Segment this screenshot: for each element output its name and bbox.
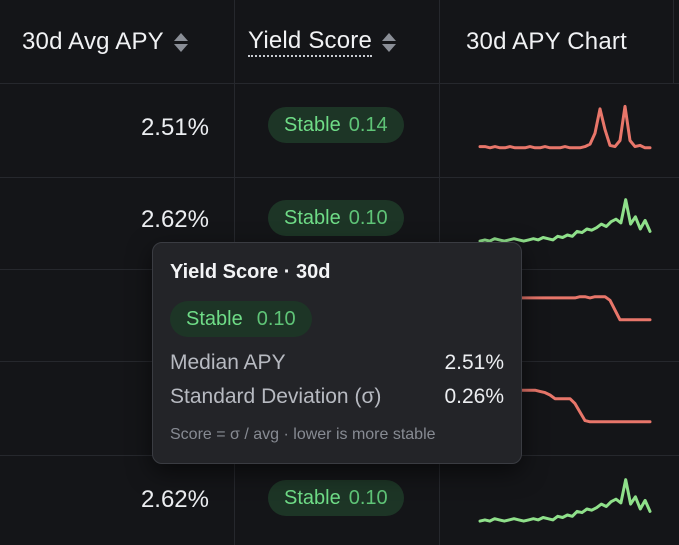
sparkline-path [478,478,652,523]
column-header-yield-score[interactable]: Yield Score [248,0,397,84]
avg-apy-value: 2.62% [140,206,209,233]
tooltip-title: Yield Score · 30d [170,261,331,283]
median-apy-value: 2.51% [444,351,504,374]
sparkline-path [478,104,652,150]
apy-sparkline [478,104,652,150]
apy-sparkline [478,478,652,523]
yield-score-tooltip: Yield Score · 30d Stable 0.10 Median APY … [152,242,522,464]
column-header-apy-chart: 30d APY Chart [466,28,627,55]
table-edge [673,0,674,84]
table-row[interactable]: 2.62% Stable 0.10 [0,456,679,545]
yield-score-badge[interactable]: Stable 0.14 [268,107,404,143]
median-apy-label: Median APY [170,351,286,374]
yield-score-badge[interactable]: Stable 0.10 [268,200,404,236]
sort-arrows-icon[interactable] [173,31,188,53]
table-header: 30d Avg APY Yield Score 30d APY Chart [0,0,679,84]
avg-apy-value: 2.51% [140,114,209,141]
table-row[interactable]: 2.51% Stable 0.14 [0,84,679,178]
avg-apy-value: 2.62% [140,486,209,513]
sort-arrows-icon[interactable] [382,31,397,53]
tooltip-median-row: Median APY 2.51% [170,351,504,375]
stddev-value: 0.26% [444,385,504,408]
column-header-avg-apy[interactable]: 30d Avg APY [22,0,188,84]
sparkline-path [478,198,652,243]
yield-score-badge[interactable]: Stable 0.10 [268,480,404,516]
apy-sparkline [478,198,652,243]
tooltip-formula-note: Score = σ / avg · lower is more stable [170,426,436,443]
tooltip-stddev-row: Standard Deviation (σ) 0.26% [170,385,504,409]
tooltip-score-badge: Stable 0.10 [170,301,312,337]
stddev-label: Standard Deviation (σ) [170,385,382,408]
